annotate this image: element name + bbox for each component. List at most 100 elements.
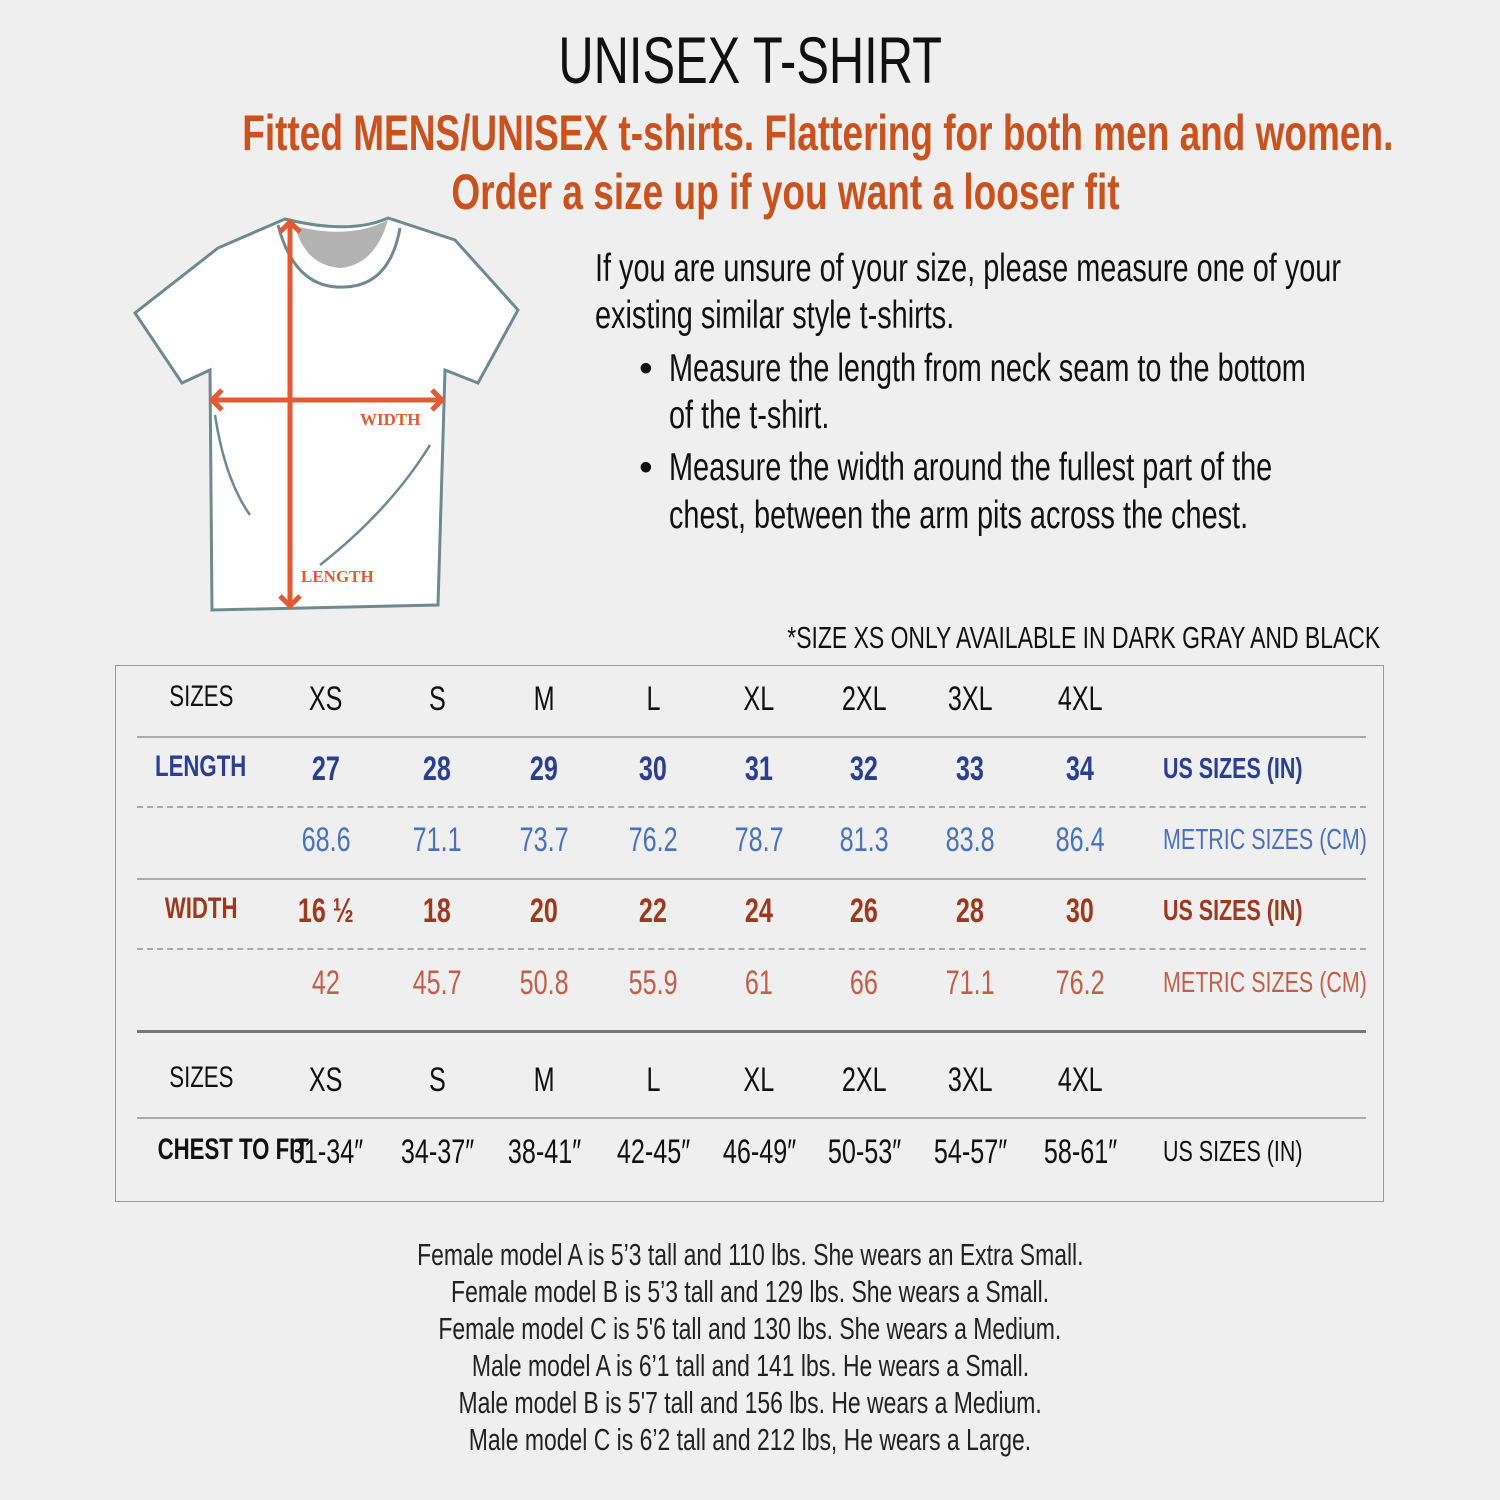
model-text: Male model B is 5'7 tall and 156 lbs. He…: [458, 1385, 1042, 1420]
chest-cell-text: 50-53″: [827, 1133, 901, 1171]
size-header-3xl-text: 3XL: [947, 1061, 993, 1099]
length-metric-cell: 73.7: [474, 821, 614, 860]
size-header-xl: XL: [689, 1061, 829, 1100]
availability-note: *SIZE XS ONLY AVAILABLE IN DARK GRAY AND…: [579, 620, 1380, 656]
size-header-m: M: [474, 1061, 614, 1100]
instructions-intro-2: existing similar style t-shirts.: [595, 294, 1080, 338]
chest-label: CHEST TO FIT: [131, 1133, 309, 1167]
model-line: Male model C is 6’2 tall and 212 lbs, He…: [0, 1421, 1500, 1458]
bullet-text: Measure the width around the fullest par…: [669, 446, 1273, 489]
length-metric-unit-text: METRIC SIZES (CM): [1163, 824, 1367, 856]
size-header-3xl: 3XL: [900, 1061, 1040, 1100]
subtitle-line-2: Order a size up if you want a looser fit: [40, 163, 1500, 221]
width-metric-cell-text: 50.8: [519, 964, 569, 1002]
size-header-2xl: 2XL: [794, 680, 934, 719]
divider-dashed: [137, 948, 1366, 950]
size-header-4xl-text: 4XL: [1057, 1061, 1103, 1099]
tshirt-diagram: WIDTH LENGTH: [132, 216, 520, 612]
subtitle-text: Order a size up if you want a looser fit: [450, 164, 1120, 220]
length-us-cell-text: 31: [744, 750, 773, 788]
width-metric-cell-text: 45.7: [412, 964, 462, 1002]
width-metric-cell: 76.2: [1010, 964, 1150, 1003]
bullet-2-cont: chest, between the arm pits across the c…: [669, 494, 1452, 538]
length-metric-cell: 76.2: [583, 821, 723, 860]
bullet-text: of the t-shirt.: [669, 394, 830, 437]
length-metric-cell-text: 86.4: [1055, 821, 1105, 859]
width-us-cell-text: 28: [955, 892, 984, 930]
size-header-xs-text: XS: [309, 680, 343, 718]
intro-line: existing similar style t-shirts.: [595, 294, 955, 337]
bullet-icon: •: [639, 347, 653, 390]
intro-line: If you are unsure of your size, please m…: [595, 247, 1341, 290]
length-metric-cell: 68.6: [256, 821, 396, 860]
length-us-cell-text: 33: [955, 750, 984, 788]
model-text: Female model C is 5'6 tall and 130 lbs. …: [438, 1311, 1062, 1346]
width-metric-cell: 50.8: [474, 964, 614, 1003]
width-metric-cell-text: 55.9: [628, 964, 678, 1002]
length-us-cell-text: 27: [311, 750, 340, 788]
chest-cell-text: 38-41″: [507, 1133, 581, 1171]
width-metric-cell: 71.1: [900, 964, 1040, 1003]
divider-strong: [137, 1030, 1366, 1033]
length-us-cell: 33: [900, 750, 1040, 789]
width-metric-cell-text: 71.1: [945, 964, 995, 1002]
length-us-cell-text: 32: [849, 750, 878, 788]
instructions-intro: If you are unsure of your size, please m…: [595, 247, 1500, 291]
note-text: *SIZE XS ONLY AVAILABLE IN DARK GRAY AND…: [787, 620, 1380, 655]
size-header-xl-text: XL: [743, 1061, 775, 1099]
bullet-text: chest, between the arm pits across the c…: [669, 494, 1249, 537]
size-header-4xl: 4XL: [1010, 680, 1150, 719]
width-metric-cell-text: 61: [744, 964, 773, 1002]
width-us-cell-text: 30: [1065, 892, 1094, 930]
model-text: Female model B is 5’3 tall and 129 lbs. …: [450, 1274, 1050, 1309]
size-header-4xl: 4XL: [1010, 1061, 1150, 1100]
width-arrow: [208, 388, 446, 412]
length-metric-cell-text: 83.8: [945, 821, 995, 859]
width-metric-cell: 66: [794, 964, 934, 1003]
tshirt-collar: [295, 220, 388, 268]
size-header-xs: XS: [256, 680, 396, 719]
length-label: LENGTH: [131, 750, 271, 784]
width-metric-cell-text: 76.2: [1055, 964, 1105, 1002]
length-us-cell-text: 28: [422, 750, 451, 788]
length-arrow: [278, 218, 302, 610]
width-metric-cell: 55.9: [583, 964, 723, 1003]
size-header-s-text: S: [428, 680, 446, 718]
divider: [137, 736, 1366, 738]
length-us-unit-text: US SIZES (IN): [1163, 753, 1303, 785]
width-us-cell-text: 24: [744, 892, 773, 930]
length-us-cell-text: 29: [529, 750, 558, 788]
title-text: UNISEX T-SHIRT: [558, 23, 942, 97]
chest-unit-text: US SIZES (IN): [1163, 1136, 1303, 1168]
model-line: Female model C is 5'6 tall and 130 lbs. …: [0, 1310, 1500, 1347]
model-line: Female model A is 5’3 tall and 110 lbs. …: [0, 1236, 1500, 1273]
length-metric-cell-text: 71.1: [412, 821, 462, 859]
model-text: Male model C is 6’2 tall and 212 lbs, He…: [468, 1422, 1032, 1457]
divider: [137, 878, 1366, 880]
chest-cell: 46-49″: [689, 1133, 829, 1172]
model-line: Male model A is 6’1 tall and 141 lbs. He…: [0, 1347, 1500, 1384]
width-label: WIDTH: [360, 410, 420, 429]
length-us-cell: 29: [474, 750, 614, 789]
width-label-text: WIDTH: [164, 892, 238, 925]
length-metric-cell: 78.7: [689, 821, 829, 860]
length-metric-cell-text: 68.6: [301, 821, 351, 859]
width-us-cell: 20: [474, 892, 614, 931]
chest-cell: 50-53″: [794, 1133, 934, 1172]
length-metric-cell-text: 81.3: [839, 821, 889, 859]
chest-cell: 34-37″: [367, 1133, 507, 1172]
width-us-cell: 24: [689, 892, 829, 931]
size-header-xs-text: XS: [309, 1061, 343, 1099]
length-us-cell: 30: [583, 750, 723, 789]
length-us-cell-text: 34: [1065, 750, 1094, 788]
chest-cell-text: 58-61″: [1043, 1133, 1117, 1171]
size-header-l-text: L: [645, 1061, 660, 1099]
length-us-cell: 27: [256, 750, 396, 789]
sizes-label: SIZES: [131, 1061, 271, 1095]
width-us-cell: 22: [583, 892, 723, 931]
divider: [137, 1117, 1366, 1119]
width-us-unit: US SIZES (IN): [1163, 895, 1352, 928]
width-us-cell: 30: [1010, 892, 1150, 931]
length-metric-cell-text: 76.2: [628, 821, 678, 859]
chest-cell-text: 54-57″: [933, 1133, 1007, 1171]
